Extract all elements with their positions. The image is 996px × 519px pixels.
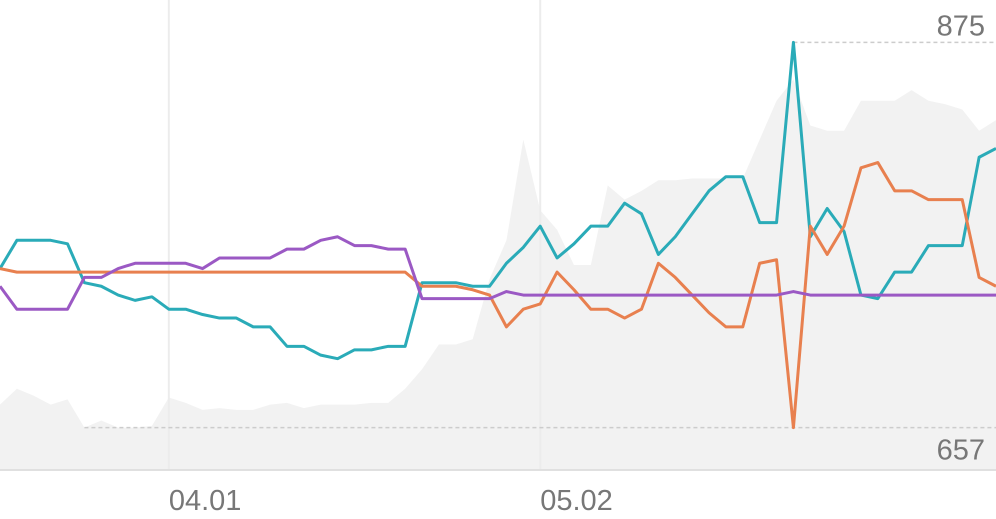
x-tick-label: 05.02 (540, 485, 613, 517)
line (0, 40, 996, 361)
line (0, 161, 996, 430)
line (0, 235, 996, 311)
x-tick-label: 04.01 (169, 485, 242, 517)
y-tick-label: 657 (937, 435, 985, 467)
y-tick-label: 875 (937, 10, 985, 42)
